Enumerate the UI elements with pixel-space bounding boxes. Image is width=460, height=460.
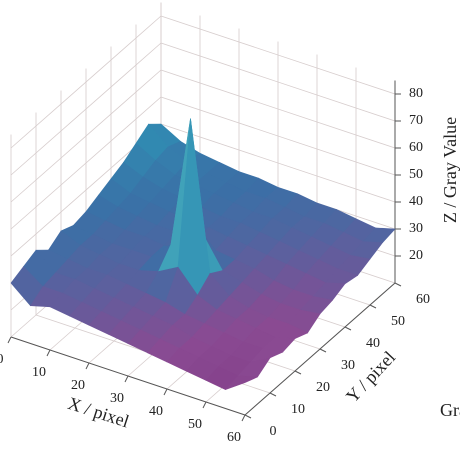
x-tick bbox=[202, 401, 207, 409]
y-tick-label: 10 bbox=[291, 402, 305, 417]
y-axis-label: Y / pixel bbox=[342, 347, 399, 406]
x-tick-label: 20 bbox=[71, 378, 85, 393]
grid-line bbox=[160, 15, 396, 95]
grid-line bbox=[10, 96, 162, 230]
y-tick bbox=[344, 326, 352, 331]
z-tick-label: 80 bbox=[409, 86, 423, 101]
x-tick bbox=[7, 336, 12, 344]
y-tick-label: 60 bbox=[416, 292, 430, 307]
x-tick-label: 60 bbox=[227, 430, 241, 445]
x-tick-label: 10 bbox=[32, 365, 46, 380]
y-tick-label: 50 bbox=[391, 314, 405, 329]
colorbar-label: Gray Value bbox=[440, 400, 460, 420]
grid-line bbox=[10, 69, 162, 203]
y-tick bbox=[294, 370, 302, 375]
x-tick bbox=[85, 362, 90, 370]
grid-line bbox=[160, 123, 396, 203]
x-tick-label: 30 bbox=[110, 391, 124, 406]
grid-line bbox=[10, 15, 162, 149]
y-tick-label: 20 bbox=[316, 380, 330, 395]
grid-line bbox=[160, 96, 396, 176]
grid-line bbox=[160, 42, 396, 122]
y-tick bbox=[319, 348, 327, 353]
surface-patch bbox=[225, 375, 258, 390]
y-tick-label: 30 bbox=[341, 358, 355, 373]
x-tick bbox=[46, 349, 51, 357]
x-axis-line bbox=[10, 336, 246, 416]
x-tick bbox=[163, 388, 168, 396]
z-tick-label: 50 bbox=[409, 167, 423, 182]
x-tick-label: 40 bbox=[149, 404, 163, 419]
z-tick-label: 20 bbox=[409, 248, 423, 263]
x-tick bbox=[124, 375, 129, 383]
x-tick bbox=[241, 414, 246, 422]
z-tick-label: 40 bbox=[409, 194, 423, 209]
y-tick bbox=[269, 392, 277, 397]
x-tick-label: 0 bbox=[0, 352, 4, 367]
y-tick bbox=[394, 282, 402, 287]
y-tick bbox=[244, 414, 252, 419]
z-tick-label: 60 bbox=[409, 140, 423, 155]
grid-line bbox=[10, 42, 162, 176]
x-tick-label: 50 bbox=[188, 417, 202, 432]
y-tick bbox=[369, 304, 377, 309]
y-tick-label: 40 bbox=[366, 336, 380, 351]
y-tick-label: 0 bbox=[270, 424, 277, 439]
y-axis-line bbox=[244, 282, 396, 416]
z-axis-label: Z / Gray Value bbox=[440, 117, 460, 223]
grid-line bbox=[160, 69, 396, 149]
z-tick-label: 70 bbox=[409, 113, 423, 128]
z-tick-label: 30 bbox=[409, 221, 423, 236]
